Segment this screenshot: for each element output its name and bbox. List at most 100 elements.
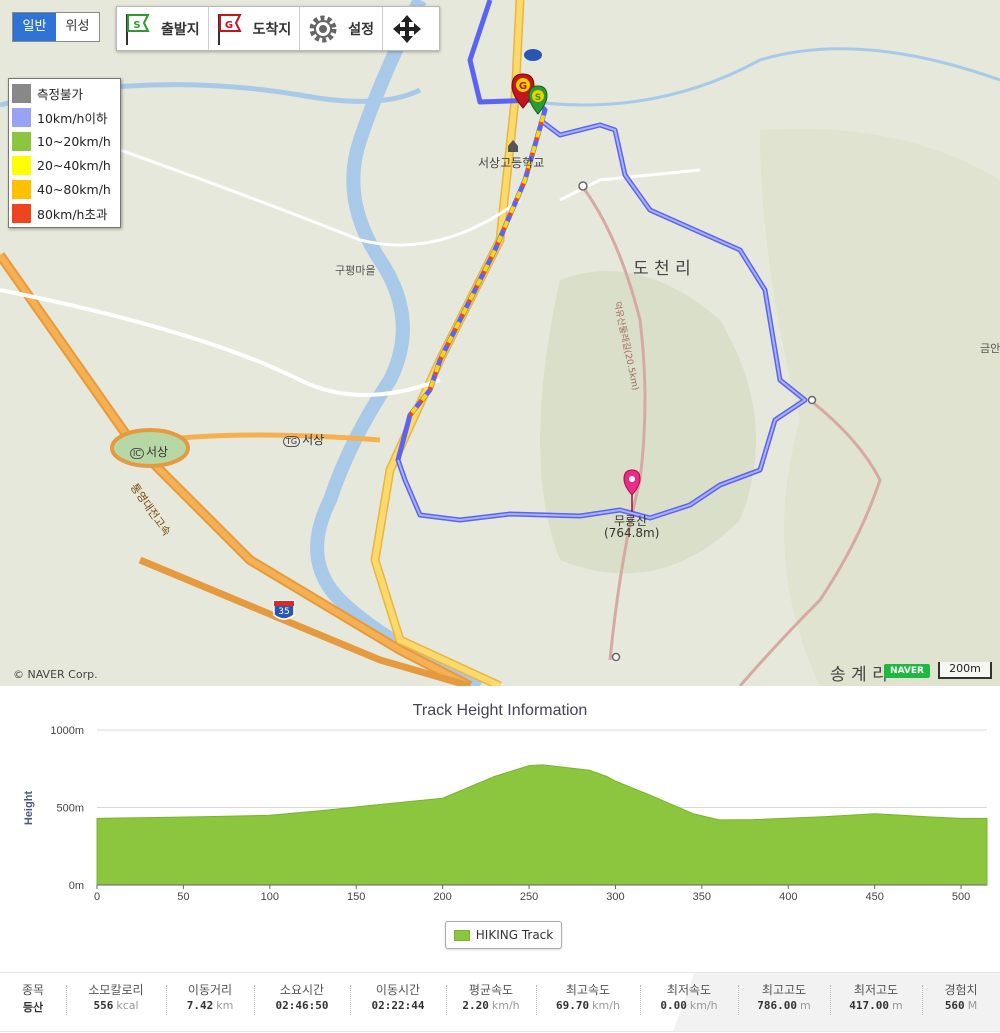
settings-button[interactable]: 설정 bbox=[300, 7, 384, 50]
y-tick-label: 500m bbox=[56, 803, 84, 815]
map-view[interactable]: G S 서상고등학교 구평마을 도 천 리 무룡산 (764.8m) IC 서상 … bbox=[0, 0, 1000, 686]
stat-value: 417.00 bbox=[849, 999, 890, 1012]
goal-flag-icon: G bbox=[217, 13, 242, 45]
speed-legend-swatch bbox=[12, 155, 31, 175]
map-type-toggle: 일반 위성 bbox=[12, 12, 100, 42]
tg-name: 서상 bbox=[302, 433, 325, 447]
stat-value-row: 417.00 m bbox=[830, 999, 922, 1012]
speed-legend-label: 80km/h초과 bbox=[37, 206, 108, 222]
route-35-badge bbox=[273, 600, 295, 620]
stat-unit: m bbox=[800, 999, 811, 1012]
stat-cell: 최저고도 417.00 m bbox=[830, 973, 922, 1031]
speed-legend-swatch bbox=[12, 131, 31, 151]
stat-label: 소모칼로리 bbox=[88, 983, 144, 997]
stat-value-row: 0.00 km/h bbox=[640, 999, 738, 1012]
school-icon bbox=[508, 140, 518, 152]
end-point-button[interactable]: G 도착지 bbox=[209, 7, 301, 50]
copyright-text: © NAVER Corp. bbox=[13, 668, 98, 681]
start-point-label: 출발지 bbox=[161, 21, 200, 38]
stat-value: 0.00 bbox=[660, 999, 687, 1012]
stat-cell: 평균속도 2.20 km/h bbox=[446, 973, 536, 1031]
hill-shade-east bbox=[760, 128, 1000, 686]
stat-label: 평균속도 bbox=[468, 983, 514, 997]
stat-value-row: 등산 bbox=[0, 999, 66, 1015]
stat-label: 경험치 bbox=[944, 983, 978, 997]
stat-label: 최고고도 bbox=[761, 983, 807, 997]
x-tick-label: 450 bbox=[865, 891, 883, 903]
speed-legend-item: 10km/h이하 bbox=[9, 105, 120, 129]
start-marker-icon: S bbox=[535, 93, 541, 103]
ic-loop bbox=[110, 428, 190, 468]
label-tg: TG 서상 bbox=[283, 431, 324, 448]
label-route-35: 35 bbox=[278, 607, 290, 617]
start-goal-markers: G S bbox=[511, 73, 548, 115]
speed-legend-item: 40~80km/h bbox=[9, 177, 120, 201]
x-tick-label: 500 bbox=[952, 891, 970, 903]
speed-legend-label: 10km/h이하 bbox=[37, 110, 108, 126]
river bbox=[310, 0, 484, 686]
stat-value: 등산 bbox=[22, 1001, 44, 1014]
stat-unit: M bbox=[967, 999, 978, 1012]
label-ic: IC 서상 bbox=[130, 443, 168, 460]
speed-legend-item: 10~20km/h bbox=[9, 129, 120, 153]
stat-unit: km bbox=[216, 999, 234, 1012]
svg-text:S: S bbox=[133, 20, 140, 31]
tg-badge: TG bbox=[283, 436, 301, 447]
stat-value: 2.20 bbox=[462, 999, 489, 1012]
ic-badge: IC bbox=[130, 448, 144, 459]
stat-cell: 최고고도 786.00 m bbox=[738, 973, 830, 1031]
trail-line bbox=[583, 189, 647, 661]
road-number-badge bbox=[524, 49, 542, 61]
settings-label: 설정 bbox=[348, 21, 375, 38]
stat-cell: 소요시간 02:46:50 bbox=[254, 973, 350, 1031]
stat-value-row: 560 M bbox=[922, 999, 1000, 1012]
x-tick-label: 200 bbox=[433, 891, 451, 903]
map-type-satellite-button[interactable]: 위성 bbox=[65, 19, 90, 34]
stat-value: 02:22:44 bbox=[371, 999, 425, 1012]
x-tick-label: 400 bbox=[779, 891, 797, 903]
label-elevation: (764.8m) bbox=[604, 526, 660, 540]
speed-legend-swatch bbox=[12, 83, 31, 103]
stat-value: 556 bbox=[93, 999, 114, 1012]
gear-icon bbox=[309, 15, 337, 42]
speed-legend: 측정불가 10km/h이하 10~20km/h 20~40km/h 40~80km/h 8… bbox=[8, 78, 121, 228]
stat-cell: 소모칼로리 556 kcal bbox=[66, 973, 166, 1031]
stat-unit: km/h bbox=[592, 999, 620, 1012]
stat-unit: kcal bbox=[116, 999, 139, 1012]
stat-unit: m bbox=[892, 999, 903, 1012]
speed-legend-swatch bbox=[12, 179, 31, 199]
map-canvas[interactable] bbox=[0, 0, 1000, 686]
x-tick-label: 350 bbox=[693, 891, 711, 903]
x-tick-label: 100 bbox=[261, 891, 279, 903]
hiking-track-legend-toggle[interactable]: HIKING Track bbox=[445, 921, 562, 949]
speed-legend-swatch bbox=[12, 107, 31, 127]
speed-legend-swatch bbox=[12, 203, 31, 223]
stat-value-row: 02:22:44 bbox=[350, 999, 446, 1012]
stat-label: 최고속도 bbox=[565, 983, 611, 997]
x-tick-label: 50 bbox=[177, 891, 189, 903]
stat-label: 이동시간 bbox=[375, 983, 421, 997]
label-docheon: 도 천 리 bbox=[633, 259, 691, 279]
speed-legend-label: 10~20km/h bbox=[37, 133, 111, 149]
label-mountain: 무룡산 bbox=[614, 514, 648, 528]
stat-label: 종목 bbox=[21, 983, 45, 997]
stat-cell: 최저속도 0.00 km/h bbox=[640, 973, 738, 1031]
label-songgye: 송 계 리 bbox=[830, 665, 888, 685]
stat-value-row: 69.70 km/h bbox=[536, 999, 640, 1012]
summit-pin-icon bbox=[623, 469, 641, 512]
stat-label: 이동거리 bbox=[187, 983, 233, 997]
map-type-normal-button[interactable]: 일반 bbox=[13, 13, 56, 41]
scale-bar: 200m bbox=[938, 662, 992, 679]
stat-value-row: 786.00 m bbox=[738, 999, 830, 1012]
start-flag-icon: S bbox=[126, 13, 150, 45]
move-map-button[interactable] bbox=[383, 7, 439, 50]
end-point-label: 도착지 bbox=[252, 21, 292, 38]
stat-value-row: 02:46:50 bbox=[254, 999, 350, 1012]
chart-title: Track Height Information bbox=[412, 702, 588, 719]
start-point-button[interactable]: S 출발지 bbox=[117, 7, 209, 50]
stat-unit: km/h bbox=[689, 999, 718, 1012]
height-chart: 0m 500m 1000m 0 50 100 150 200 250 300 350 400 450 50… bbox=[23, 725, 988, 903]
series-area-hiking-track bbox=[96, 764, 988, 886]
x-tick-label: 300 bbox=[606, 891, 624, 903]
stat-cell: 경험치 560 M bbox=[922, 973, 1000, 1031]
